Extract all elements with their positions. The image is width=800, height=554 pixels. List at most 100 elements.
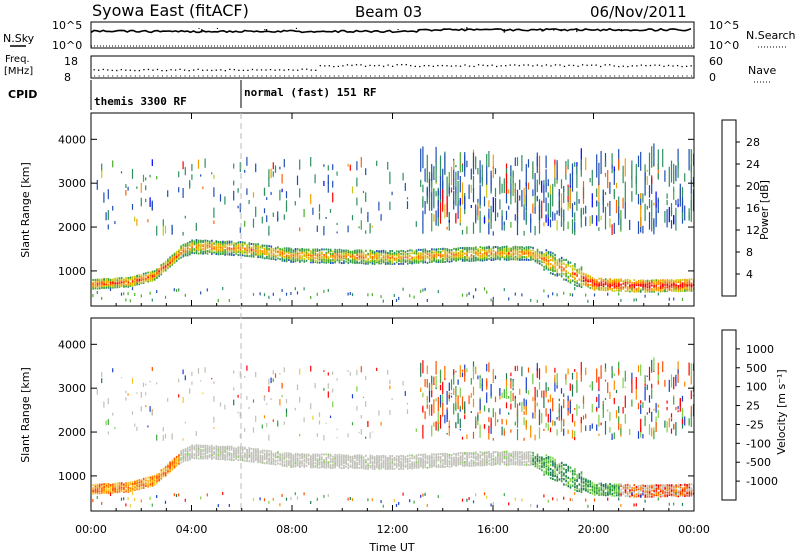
echo-cell xyxy=(116,484,119,487)
echo-cell xyxy=(492,197,494,213)
nave-dot xyxy=(578,75,580,77)
freq-dot xyxy=(301,68,303,70)
echo-cell xyxy=(690,278,693,281)
echo-cell xyxy=(142,272,145,275)
echo-cell xyxy=(325,258,328,261)
echo-cell xyxy=(134,487,136,490)
echo-cell xyxy=(613,222,615,234)
echo-cell xyxy=(360,456,363,459)
echo-cell xyxy=(387,161,389,170)
echo-cell xyxy=(404,252,407,255)
echo-cell xyxy=(332,164,334,170)
echo-cell xyxy=(477,253,479,256)
echo-cell xyxy=(651,279,653,282)
echo-cell xyxy=(393,499,395,502)
echo-cell xyxy=(332,388,334,393)
echo-cell xyxy=(367,467,369,470)
echo-cell xyxy=(200,174,202,177)
echo-cell xyxy=(98,282,101,285)
echo-cell xyxy=(96,487,99,490)
echo-cell xyxy=(640,205,642,228)
freq-dot xyxy=(373,65,376,67)
nave-dot xyxy=(609,75,611,77)
echo-cell xyxy=(668,280,671,283)
echo-cell xyxy=(140,482,143,485)
echo-cell xyxy=(424,492,426,496)
echo-cell xyxy=(530,251,532,254)
echo-cell xyxy=(664,287,666,290)
echo-cell xyxy=(422,253,424,256)
echo-cell xyxy=(662,279,664,282)
echo-cell xyxy=(268,225,270,236)
echo-cell xyxy=(560,269,563,273)
freq-tick-low: 8 xyxy=(64,71,71,84)
echo-cell xyxy=(437,259,440,262)
echo-cell xyxy=(285,292,288,296)
echo-cell xyxy=(411,258,413,261)
echo-cell xyxy=(681,187,684,197)
echo-cell xyxy=(439,457,442,460)
echo-cell xyxy=(279,372,281,375)
echo-cell xyxy=(153,278,156,281)
echo-cell xyxy=(538,262,541,265)
echo-cell xyxy=(437,252,440,255)
echo-cell xyxy=(257,455,259,458)
echo-cell xyxy=(288,256,290,259)
echo-cell xyxy=(279,248,281,251)
echo-cell xyxy=(314,465,317,467)
echo-cell xyxy=(461,252,464,255)
echo-cell xyxy=(648,282,651,285)
echo-cell xyxy=(294,457,297,460)
nave-dot xyxy=(365,75,367,77)
echo-cell xyxy=(327,383,329,389)
echo-cell xyxy=(367,422,369,424)
echo-cell xyxy=(521,253,523,256)
echo-cell xyxy=(593,280,596,282)
echo-cell xyxy=(387,262,389,265)
echo-cell xyxy=(343,465,345,468)
echo-cell xyxy=(299,259,301,262)
echo-cell xyxy=(582,207,585,215)
echo-cell xyxy=(360,460,363,463)
echo-cell xyxy=(560,268,563,271)
echo-cell xyxy=(332,253,334,256)
echo-cell xyxy=(435,248,438,251)
echo-cell xyxy=(186,453,189,456)
echo-cell xyxy=(285,260,288,263)
echo-cell xyxy=(376,254,378,257)
echo-cell xyxy=(640,284,642,287)
echo-cell xyxy=(149,278,152,281)
echo-cell xyxy=(345,461,347,464)
echo-cell xyxy=(547,263,550,266)
echo-cell xyxy=(351,186,354,194)
echo-cell xyxy=(488,219,490,223)
nave-dot xyxy=(406,75,408,77)
echo-cell xyxy=(263,454,266,457)
echo-cell xyxy=(417,463,420,466)
echo-cell xyxy=(677,204,679,208)
echo-cell xyxy=(389,250,391,252)
echo-cell xyxy=(246,453,248,456)
echo-cell xyxy=(321,257,323,260)
echo-cell xyxy=(552,266,554,269)
echo-cell xyxy=(138,274,141,277)
echo-cell xyxy=(175,464,178,467)
echo-cell xyxy=(175,258,178,260)
echo-cell xyxy=(378,201,380,211)
echo-cell xyxy=(224,240,226,243)
echo-cell xyxy=(125,488,127,491)
nave-dot xyxy=(243,75,245,77)
echo-cell xyxy=(149,483,152,486)
nave-dot xyxy=(107,75,109,77)
echo-cell xyxy=(651,289,653,292)
echo-cell xyxy=(285,460,288,463)
echo-cell xyxy=(162,266,165,269)
echo-cell xyxy=(321,255,323,258)
echo-cell xyxy=(189,456,191,459)
echo-cell xyxy=(466,254,468,257)
echo-cell xyxy=(195,248,198,251)
echo-cell xyxy=(310,194,312,205)
echo-cell xyxy=(290,461,292,464)
echo-cell xyxy=(629,285,631,288)
echo-cell xyxy=(343,251,345,254)
